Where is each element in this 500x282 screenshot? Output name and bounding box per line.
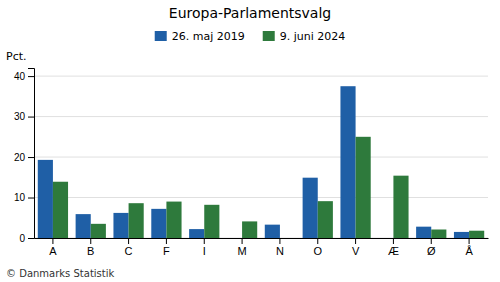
- x-tick: N: [276, 238, 284, 257]
- bar-series: [38, 86, 469, 238]
- bar: [76, 214, 91, 238]
- bar: [242, 221, 257, 238]
- y-tick-mark: [28, 198, 34, 199]
- y-tick-label: 10: [14, 192, 26, 203]
- bar: [53, 182, 68, 238]
- bar: [204, 205, 219, 238]
- bars: [38, 86, 484, 238]
- y-tick-mark: [28, 76, 34, 77]
- bar: [227, 238, 242, 239]
- grid-line: [34, 157, 488, 158]
- x-tick: B: [87, 238, 94, 257]
- x-tick: I: [203, 238, 206, 257]
- x-tick-mark: [52, 238, 53, 244]
- bar: [393, 176, 408, 238]
- legend-label: 26. maj 2019: [172, 30, 245, 43]
- y-tick-mark: [28, 117, 34, 118]
- y-tick: 0: [19, 233, 34, 244]
- x-tick-label: N: [276, 245, 284, 257]
- legend: 26. maj 2019 9. juni 2024: [155, 30, 346, 43]
- x-tick-label: F: [163, 245, 170, 257]
- x-tick-mark: [393, 238, 394, 244]
- x-tick-label: V: [352, 245, 360, 257]
- bar-series: [53, 137, 484, 238]
- x-tick-label: O: [313, 245, 322, 257]
- x-tick-mark: [128, 238, 129, 244]
- x-tick-label: B: [87, 245, 94, 257]
- x-tick: Å: [465, 238, 473, 257]
- bar: [91, 224, 106, 238]
- bar: [454, 232, 469, 238]
- x-tick-mark: [317, 238, 318, 244]
- grid: [34, 76, 488, 238]
- x-tick-label: Æ: [388, 245, 399, 257]
- x-tick: A: [49, 238, 57, 257]
- bar: [431, 230, 446, 239]
- x-axis-line: [35, 238, 489, 239]
- legend-item: 26. maj 2019: [155, 30, 245, 43]
- y-tick: 30: [14, 111, 34, 122]
- bar: [151, 209, 166, 238]
- x-tick-label: Å: [465, 245, 473, 257]
- grid-line: [34, 116, 488, 117]
- x-tick-mark: [204, 238, 205, 244]
- y-tick: 40: [14, 71, 34, 82]
- x-tick-mark: [242, 238, 243, 244]
- x-tick: Ø: [427, 238, 436, 257]
- y-tick-mark: [28, 157, 34, 158]
- x-tick: C: [125, 238, 133, 257]
- bar: [38, 160, 53, 238]
- x-tick-label: M: [237, 245, 246, 257]
- bar: [378, 238, 393, 239]
- bar: [166, 202, 181, 238]
- x-tick: O: [313, 238, 322, 257]
- title: Europa-Parlamentsvalg: [169, 5, 331, 21]
- y-tick-label: 0: [19, 233, 25, 244]
- y-tick-label: 30: [14, 111, 26, 122]
- chart: Europa-Parlamentsvalg A B C F I M N O V Æ Ø Å 0 10 20 30…: [0, 0, 500, 282]
- bar: [469, 231, 484, 238]
- bar: [416, 227, 431, 238]
- x-tick-mark: [279, 238, 280, 244]
- x-tick-mark: [431, 238, 432, 244]
- bar: [113, 213, 128, 238]
- bar: [280, 238, 295, 239]
- legend-label: 9. juni 2024: [280, 30, 346, 43]
- x-tick-mark: [166, 238, 167, 244]
- bar: [189, 229, 204, 238]
- x-tick-mark: [355, 238, 356, 244]
- x-tick-label: I: [203, 245, 206, 257]
- y-label: Pct.: [6, 50, 27, 63]
- x-tick: Æ: [388, 238, 399, 257]
- annotation: © Danmarks Statistik: [6, 268, 115, 279]
- x-tick-mark: [469, 238, 470, 244]
- bar: [303, 178, 318, 238]
- grid-line: [34, 197, 488, 198]
- x-tick: V: [352, 238, 360, 257]
- bar: [356, 137, 371, 238]
- x-axis: ABCFIMNOVÆØÅ: [35, 238, 489, 257]
- grid-line: [34, 76, 488, 77]
- x-tick-label: A: [49, 245, 57, 257]
- x-tick: F: [163, 238, 170, 257]
- bar: [129, 203, 144, 238]
- y-tick: 10: [14, 192, 34, 203]
- bar: [340, 86, 355, 238]
- plot: A B C F I M N O V Æ Ø Å 0 10 20 30 40: [14, 69, 489, 257]
- x-tick-mark: [90, 238, 91, 244]
- bar: [318, 201, 333, 238]
- legend-swatch: [155, 31, 167, 41]
- x-tick: M: [237, 238, 246, 257]
- y-axis: 0 10 20 30 40: [14, 69, 35, 244]
- legend-swatch: [263, 31, 275, 41]
- y-axis-line: [28, 69, 35, 239]
- legend-item: 9. juni 2024: [263, 30, 346, 43]
- y-tick-label: 40: [14, 71, 26, 82]
- y-tick: 20: [14, 152, 34, 163]
- x-tick-label: Ø: [427, 245, 436, 257]
- y-tick-mark: [28, 238, 34, 239]
- x-tick-label: C: [125, 245, 133, 257]
- y-tick-label: 20: [14, 152, 26, 163]
- bar: [265, 225, 280, 238]
